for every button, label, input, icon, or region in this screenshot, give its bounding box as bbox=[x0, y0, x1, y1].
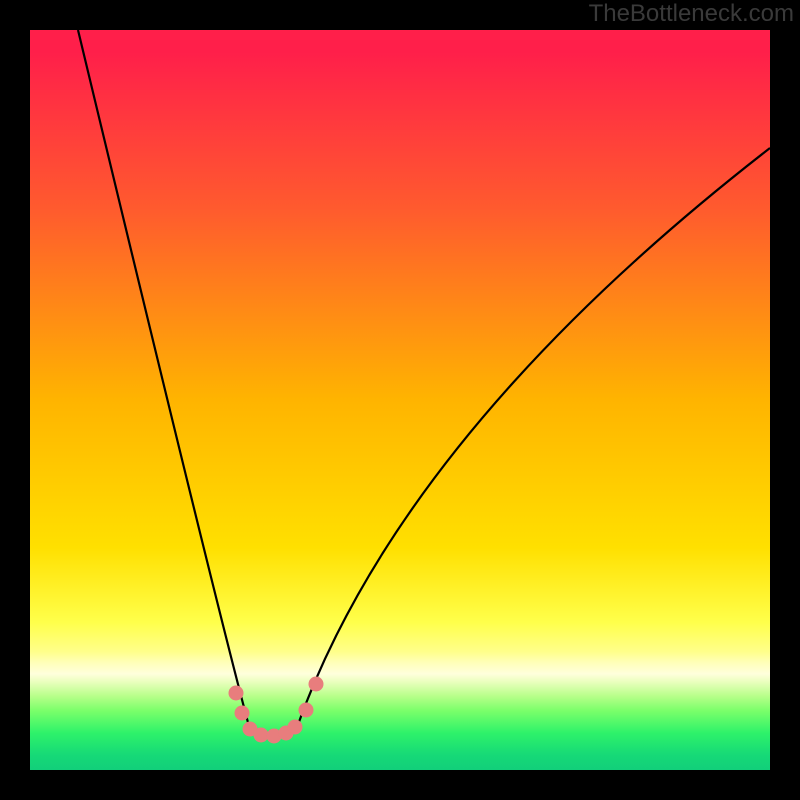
data-marker bbox=[288, 720, 303, 735]
chart-plot-area bbox=[30, 30, 770, 770]
curve-left bbox=[78, 30, 250, 730]
data-marker bbox=[299, 703, 314, 718]
chart-svg bbox=[30, 30, 770, 770]
marker-group bbox=[229, 677, 324, 744]
data-marker bbox=[229, 686, 244, 701]
data-marker bbox=[254, 728, 269, 743]
data-marker bbox=[235, 706, 250, 721]
chart-frame: TheBottleneck.com bbox=[0, 0, 800, 800]
data-marker bbox=[309, 677, 324, 692]
watermark-text: TheBottleneck.com bbox=[589, 0, 794, 28]
curve-right bbox=[296, 148, 770, 730]
